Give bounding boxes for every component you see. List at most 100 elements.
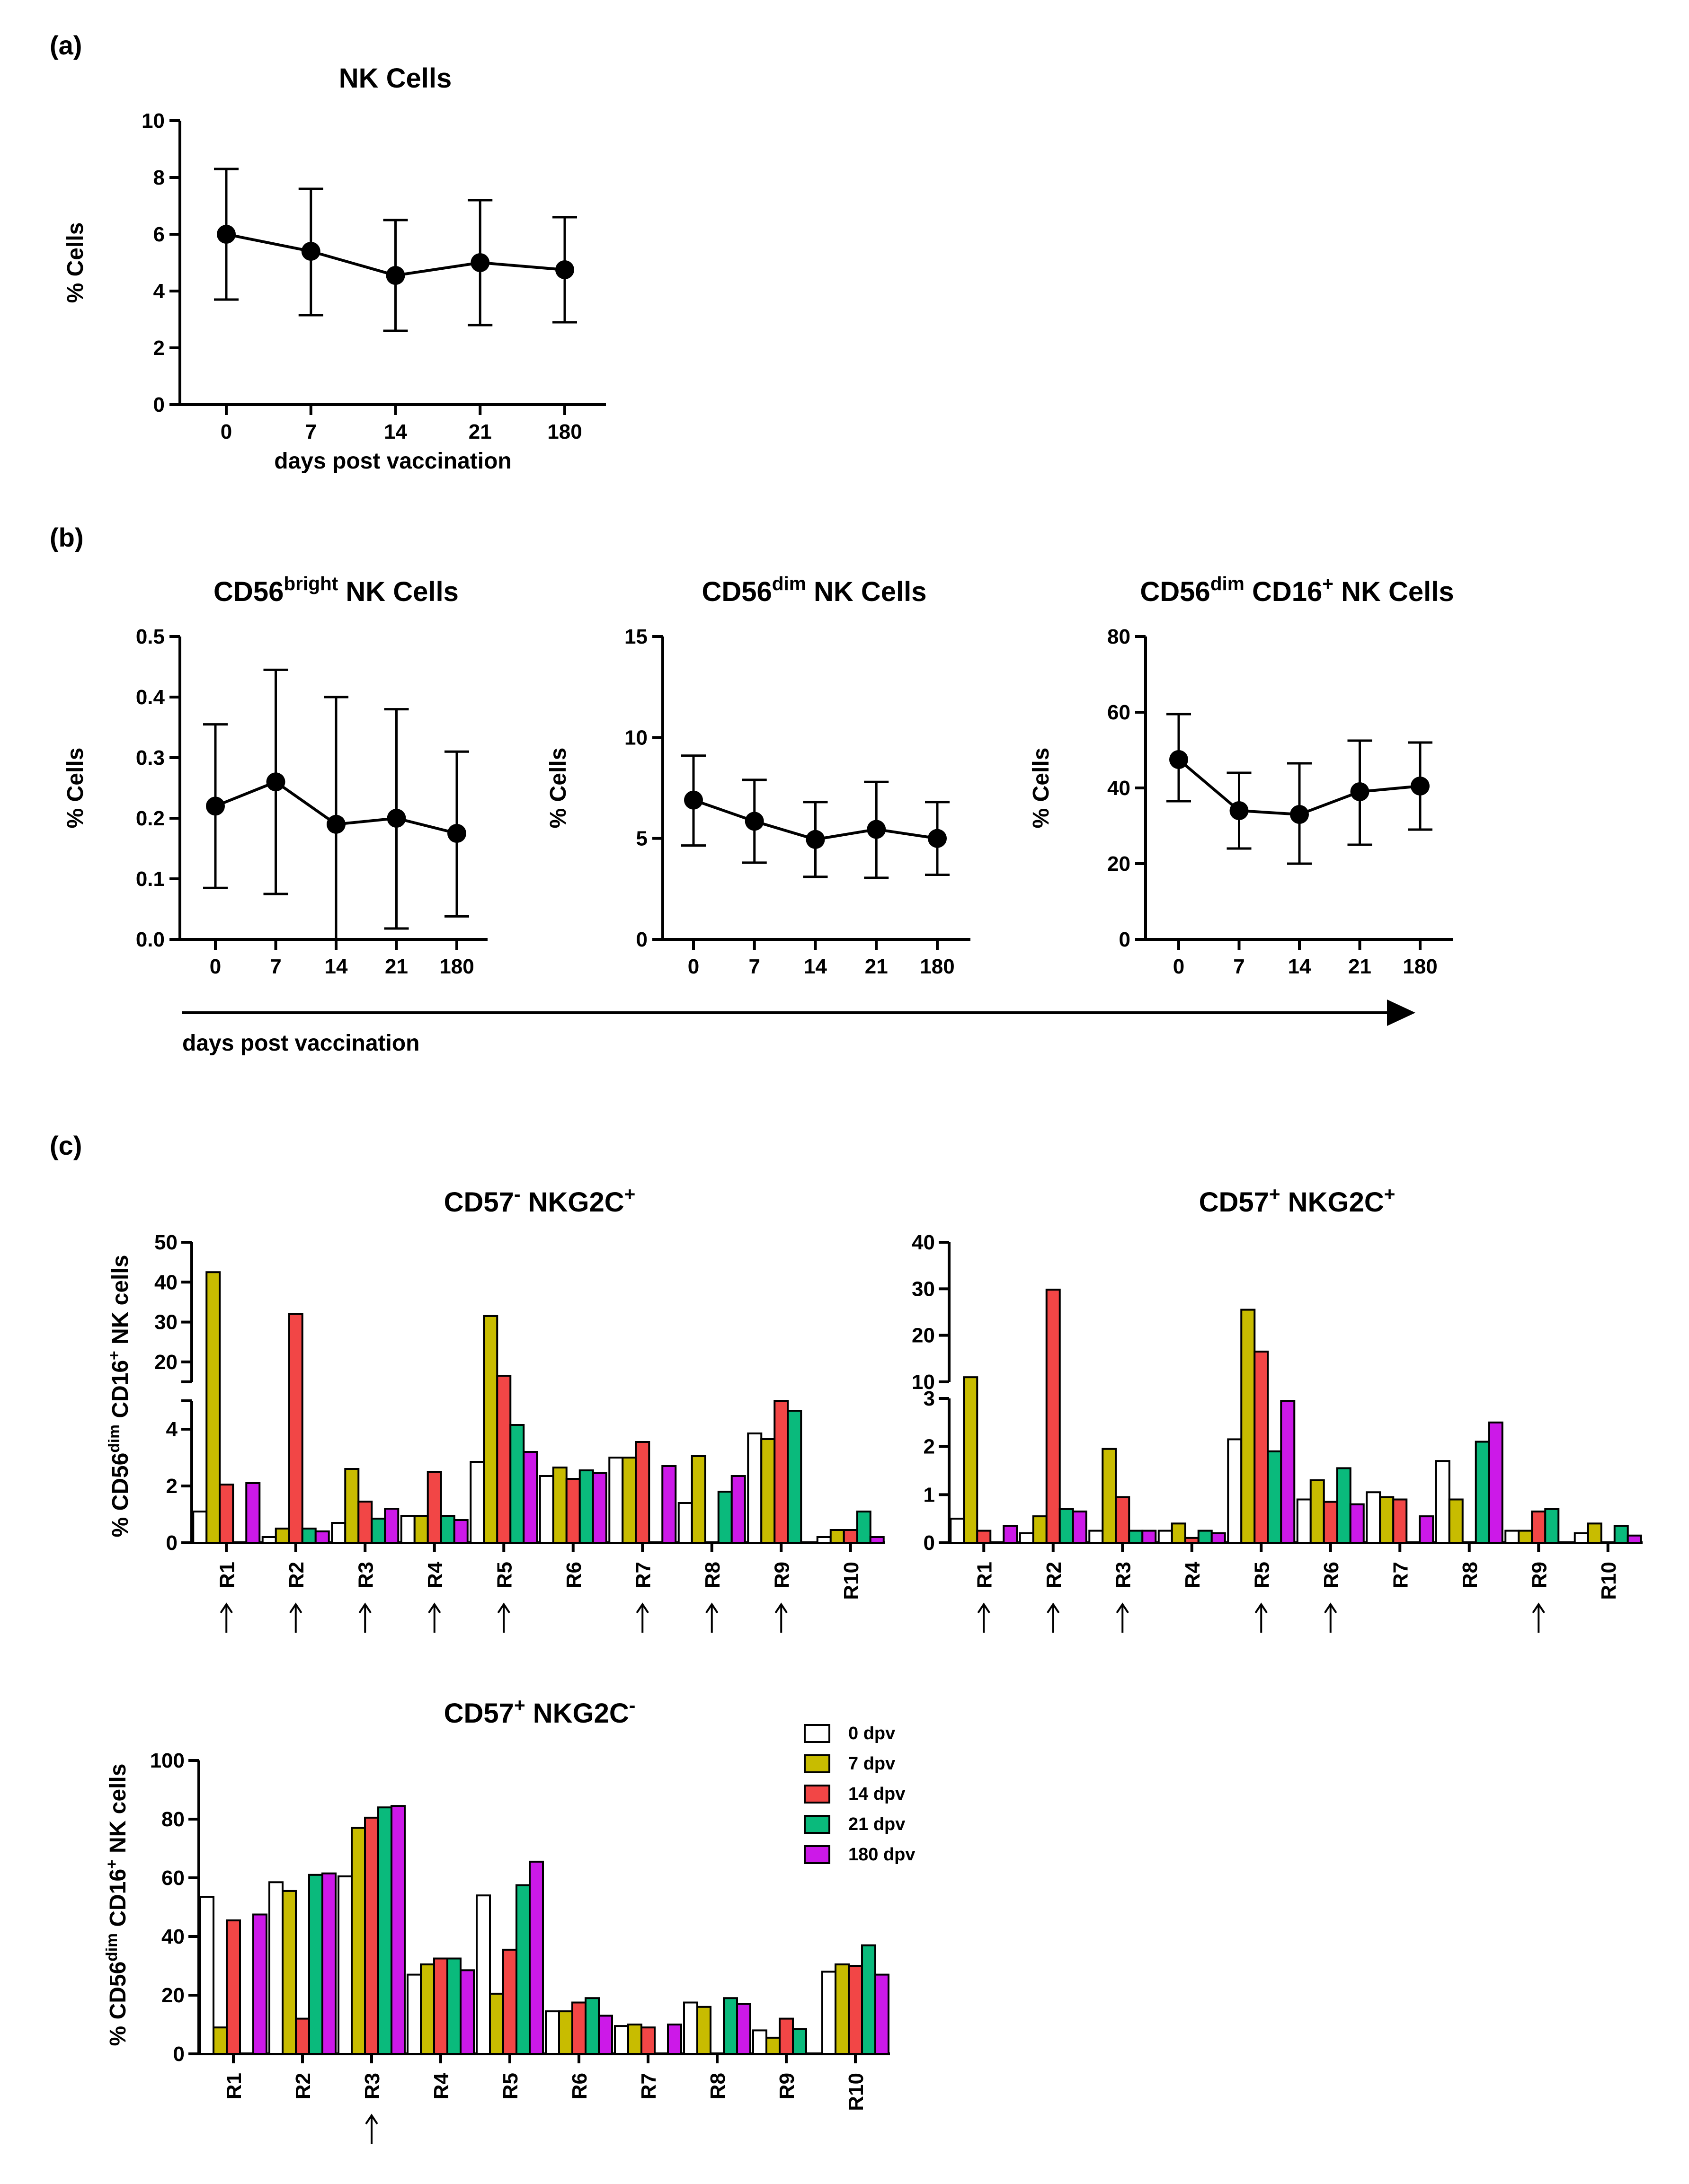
chart-title: CD57+ NKG2C- bbox=[444, 1694, 636, 1729]
y-tick-label: 0.3 bbox=[136, 746, 165, 769]
title-part: CD56 bbox=[213, 576, 284, 607]
x-tick-label: R6 bbox=[568, 2073, 591, 2099]
legend-label: 180 dpv bbox=[848, 1845, 916, 1865]
x-tick-label: 14 bbox=[804, 955, 827, 978]
ylabel-sup: dim bbox=[103, 1933, 121, 1962]
bar-7-dpv bbox=[275, 1528, 290, 1544]
title-sup: + bbox=[624, 1183, 636, 1205]
x-tick-label: R4 bbox=[430, 2072, 453, 2099]
panel-label-c: (c) bbox=[50, 1131, 82, 1160]
x-tick-label: R5 bbox=[493, 1562, 516, 1588]
bar-0-dpv bbox=[1366, 1491, 1381, 1544]
data-point bbox=[928, 829, 947, 848]
bar-180-dpv bbox=[1003, 1525, 1018, 1544]
ylabel-part: % CD56 bbox=[108, 1453, 133, 1538]
bar-21-dpv bbox=[371, 1518, 386, 1544]
y-tick-label: 10 bbox=[912, 1371, 935, 1394]
bar-14-dpv bbox=[976, 1530, 992, 1544]
bar-21-dpv bbox=[308, 1874, 323, 2055]
bar-7-dpv bbox=[1309, 1479, 1325, 1544]
data-point bbox=[1350, 782, 1369, 801]
x-tick-label: 180 bbox=[920, 955, 954, 978]
bar-21-dpv bbox=[1197, 1530, 1213, 1544]
bar-14-dpv bbox=[571, 2001, 587, 2055]
bar-0-dpv bbox=[400, 1515, 416, 1544]
bar-14-dpv bbox=[295, 2017, 310, 2055]
x-tick-label: R2 bbox=[285, 1562, 308, 1588]
bar-0-dpv bbox=[816, 1536, 832, 1544]
arrow-head bbox=[1254, 1602, 1268, 1614]
y-tick-label: 40 bbox=[161, 1925, 185, 1948]
bar-180-dpv bbox=[453, 1519, 469, 1544]
bar-0-dpv bbox=[261, 1536, 277, 1544]
y-tick-label: 20 bbox=[161, 1984, 185, 2007]
bar-0-dpv bbox=[1088, 1530, 1104, 1544]
bar-180-dpv bbox=[460, 1969, 475, 2055]
bar-21-dpv bbox=[578, 1469, 594, 1544]
y-tick-label: 10 bbox=[142, 109, 165, 133]
bar-7-dpv bbox=[963, 1376, 978, 1544]
y-tick-label: 20 bbox=[1107, 852, 1130, 875]
bar-7-dpv bbox=[552, 1467, 568, 1544]
bar-7-dpv bbox=[282, 1890, 297, 2055]
x-tick-label: R3 bbox=[354, 1562, 377, 1588]
y-tick-label: 40 bbox=[154, 1271, 178, 1294]
x-tick-label: 7 bbox=[270, 955, 281, 978]
y-tick-label: 2 bbox=[166, 1475, 178, 1498]
ylabel-sup: dim bbox=[106, 1424, 123, 1453]
y-tick-label: 60 bbox=[161, 1866, 185, 1890]
bar-14-dpv bbox=[288, 1313, 303, 1544]
y-tick-label: 0.4 bbox=[136, 686, 165, 709]
title-part: NKG2C bbox=[525, 1698, 629, 1729]
y-tick-label: 0 bbox=[924, 1531, 935, 1555]
title-sup: + bbox=[1322, 573, 1333, 594]
x-tick-label: R3 bbox=[1111, 1562, 1135, 1588]
y-tick-label: 40 bbox=[912, 1231, 935, 1254]
bar-7-dpv bbox=[420, 1963, 435, 2055]
bar-180-dpv bbox=[592, 1472, 607, 1544]
x-tick-label: 7 bbox=[305, 420, 317, 443]
y-tick-label: 40 bbox=[1107, 777, 1130, 800]
bar-180-dpv bbox=[598, 2015, 613, 2055]
data-point bbox=[745, 812, 764, 831]
title-part: NK Cells bbox=[806, 576, 927, 607]
y-tick-label: 20 bbox=[912, 1324, 935, 1347]
data-point bbox=[447, 824, 466, 843]
data-point bbox=[266, 772, 285, 792]
bar-21-dpv bbox=[1544, 1508, 1560, 1544]
x-tick-label: 21 bbox=[1348, 955, 1371, 978]
bar-14-dpv bbox=[502, 1948, 517, 2055]
bar-21-dpv bbox=[1267, 1450, 1282, 1544]
y-tick-label: 30 bbox=[154, 1311, 178, 1334]
ylabel-sup: + bbox=[106, 1351, 123, 1360]
bar-180-dpv bbox=[321, 1872, 337, 2055]
arrow-head bbox=[358, 1602, 372, 1614]
nk-cells-line-chart: NK Cells 0 2 4 6 8 10 0 7 14 21 180 % Cells days post… bbox=[63, 63, 606, 474]
y-tick-label: 80 bbox=[161, 1808, 185, 1831]
data-point bbox=[1290, 805, 1309, 824]
bar-0-dpv bbox=[268, 1881, 284, 2055]
y-axis-label: % Cells bbox=[63, 748, 88, 829]
title-sup: dim bbox=[1210, 573, 1245, 594]
y-axis-label: % CD56dim CD16+ NK cells bbox=[103, 1764, 131, 2046]
bar-21-dpv bbox=[1128, 1530, 1144, 1544]
x-tick-label: 0 bbox=[688, 955, 699, 978]
bar-14-dpv bbox=[1184, 1537, 1200, 1544]
y-tick-label: 4 bbox=[166, 1418, 178, 1441]
legend-label: 14 dpv bbox=[848, 1784, 905, 1804]
x-tick-label: 180 bbox=[439, 955, 474, 978]
arrow-head bbox=[636, 1602, 649, 1614]
bar-14-dpv bbox=[496, 1375, 512, 1544]
y-tick-label: 4 bbox=[153, 280, 165, 303]
y-tick-label: 0 bbox=[166, 1531, 178, 1555]
data-point bbox=[206, 796, 225, 816]
bar-14-dpv bbox=[635, 1441, 650, 1544]
y-tick-label: 60 bbox=[1107, 701, 1130, 724]
x-tick-label: R1 bbox=[222, 2073, 246, 2099]
x-tick-label: R2 bbox=[292, 2073, 315, 2099]
title-sup: + bbox=[514, 1694, 525, 1716]
bar-7-dpv bbox=[1102, 1448, 1117, 1544]
